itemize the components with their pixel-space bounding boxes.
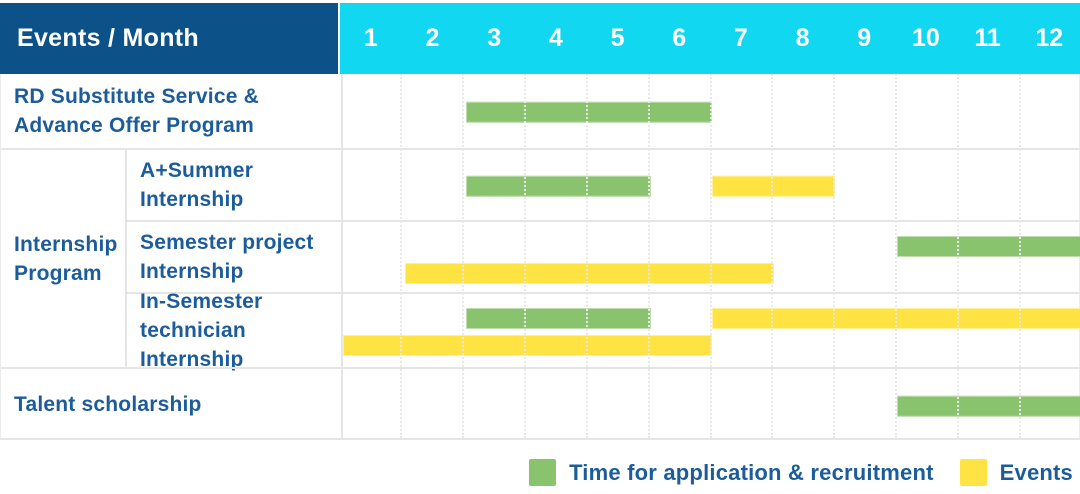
row-label-talent-scholarship: Talent scholarship (1, 367, 341, 440)
month-header-cell: 2 (425, 24, 440, 52)
month-header-cell: 12 (1035, 24, 1064, 52)
legend-label-application: Time for application & recruitment (569, 459, 934, 485)
gantt-bar-application (896, 395, 1080, 417)
gantt-track-semester-project (341, 220, 1080, 292)
table-body: RD Substitute Service & Advance Offer Pr… (0, 74, 1080, 440)
gantt-track-talent-scholarship (341, 367, 1080, 440)
legend: Time for application & recruitment Event… (529, 459, 1073, 486)
legend-item-events: Events (959, 459, 1073, 486)
month-header-cell: 4 (548, 24, 563, 52)
legend-swatch-green (529, 459, 557, 486)
legend-item-application: Time for application & recruitment (529, 459, 934, 486)
row-label-line: A+Summer (140, 159, 254, 182)
header-title: Events / Month (17, 24, 199, 52)
gantt-track-rd-substitute (341, 74, 1080, 148)
row-label-semester-project: Semester project Internship (125, 220, 341, 292)
row-label-line: Internship (14, 232, 118, 256)
row-label-line: Advance Offer Program (14, 114, 254, 137)
row-label-line: In-Semester (140, 290, 263, 313)
month-header-cell: 7 (733, 24, 748, 52)
month-header-cell: 11 (974, 24, 1001, 52)
row-label-line: technician Internship (140, 319, 246, 371)
table-header: Events / Month 1 2 3 4 5 6 7 8 9 10 11 12 (0, 3, 1080, 74)
row-label-rd-substitute: RD Substitute Service & Advance Offer Pr… (1, 74, 341, 148)
row-label-internship-program: Internship Program (1, 148, 125, 367)
gantt-bar-events (343, 335, 712, 356)
gantt-bar-events (712, 175, 835, 197)
gantt-bar-application (896, 236, 1080, 257)
month-header-row: 1 2 3 4 5 6 7 8 9 10 11 12 (340, 3, 1080, 74)
row-label-line: Internship (140, 260, 244, 283)
month-header-cell: 6 (672, 24, 687, 52)
month-header-cell: 1 (363, 24, 378, 52)
gantt-track-in-semester (341, 292, 1080, 367)
month-header-cell: 5 (610, 24, 625, 52)
row-label-line: Program (14, 261, 102, 285)
month-header-cell: 10 (911, 24, 940, 52)
gantt-bar-events (712, 308, 1080, 329)
header-divider (338, 3, 340, 74)
row-label-in-semester: In-Semester technician Internship (125, 290, 341, 371)
legend-label-events: Events (999, 459, 1073, 485)
row-label-a-plus-summer: A+Summer Internship (125, 148, 341, 220)
gantt-bar-application (466, 175, 651, 197)
month-header-cell: 8 (795, 24, 810, 52)
row-label-line: RD Substitute Service & (14, 85, 259, 108)
row-label-line: Internship (140, 188, 244, 211)
gantt-bar-events (404, 263, 774, 284)
row-label-line: Semester project (140, 231, 314, 254)
legend-swatch-yellow (959, 459, 987, 486)
header-title-cell: Events / Month (0, 3, 338, 74)
month-header-cell: 3 (487, 24, 502, 52)
gantt-bar-application (466, 101, 712, 123)
gantt-bar-application (466, 308, 651, 329)
gantt-track-a-plus-summer (341, 148, 1080, 220)
row-label-line: Talent scholarship (14, 393, 202, 416)
month-header-cell: 9 (857, 24, 872, 52)
